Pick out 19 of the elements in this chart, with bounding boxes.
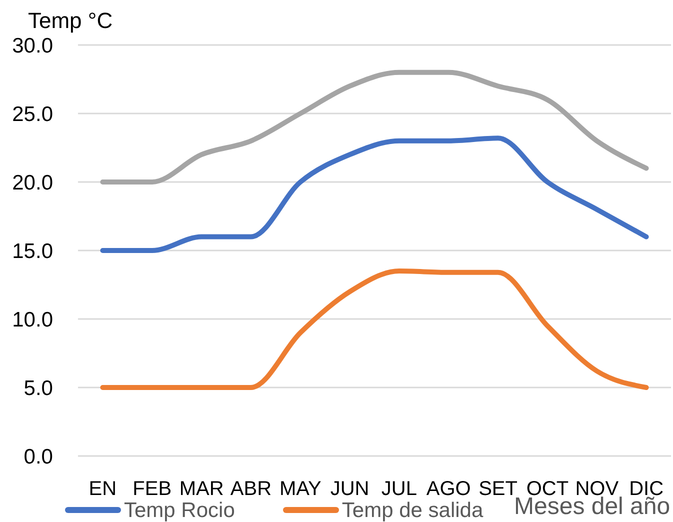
x-tick-label: AGO	[426, 478, 471, 500]
legend-label: Temp Rocio	[124, 498, 235, 522]
x-tick-label: FEB	[132, 478, 172, 500]
x-tick-label: EN	[88, 478, 117, 500]
legend-label: Temp de salida	[342, 498, 484, 522]
x-tick-label: JUL	[381, 478, 417, 500]
y-axis-title: Temp °C	[28, 8, 113, 33]
y-tick-label: 15.0	[12, 240, 53, 263]
x-tick-label: SET	[478, 478, 518, 500]
y-tick-label: 20.0	[12, 171, 53, 194]
x-tick-label: ABR	[230, 478, 272, 500]
x-tick-label: JUN	[330, 478, 370, 500]
y-tick-label: 0.0	[24, 445, 53, 468]
x-tick-label: MAR	[179, 478, 224, 500]
x-tick-label: MAY	[279, 478, 322, 500]
y-tick-label: 25.0	[12, 102, 53, 126]
y-tick-label: 10.0	[12, 308, 53, 332]
y-tick-label: 30.0	[12, 34, 53, 58]
y-tick-label: 5.0	[24, 376, 53, 400]
